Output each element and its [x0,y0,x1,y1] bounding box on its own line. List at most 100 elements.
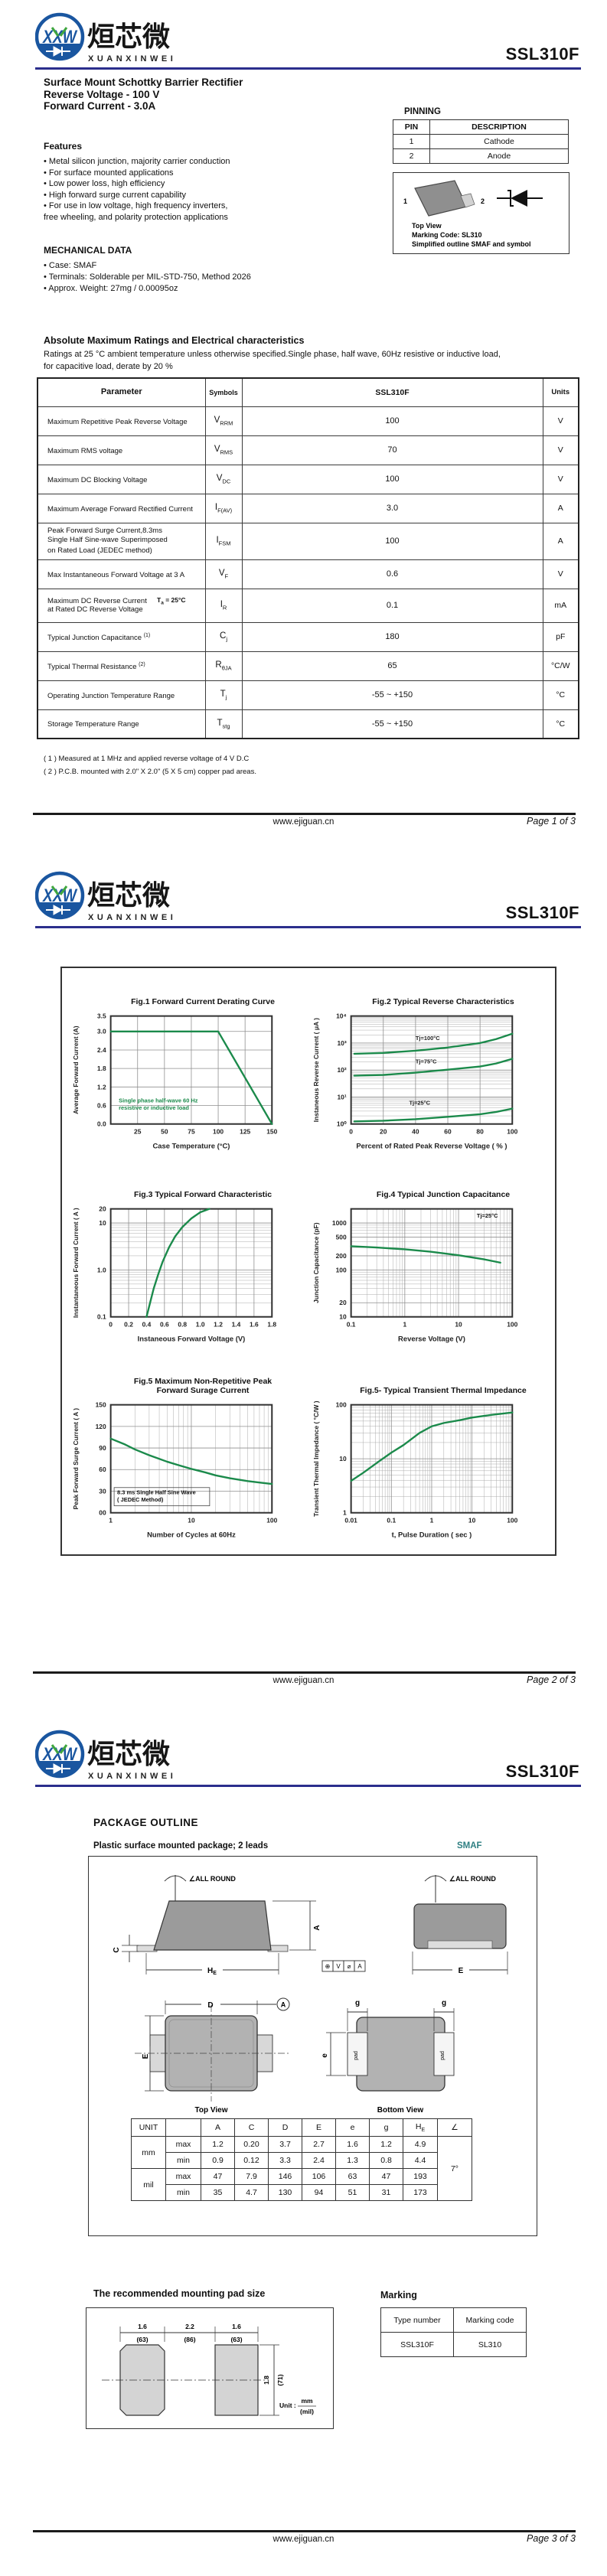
svg-text:3.5: 3.5 [97,1012,106,1020]
pin2-label: 2 [481,197,485,205]
logo-diode-icon [46,46,70,57]
svg-text:0: 0 [349,1128,353,1136]
svg-text:120: 120 [96,1423,106,1430]
svg-text:1.2: 1.2 [97,1083,106,1091]
package-caption-2: Marking Code: SL310 [412,231,482,239]
pad-unit-top: mm [301,2397,313,2405]
ratings-row: Maximum RMS voltage VRMS 70 V [37,435,579,465]
pad-dim-h-mil: (71) [276,2374,284,2385]
svg-text:1.4: 1.4 [232,1321,241,1329]
brand-english: XUANXINWEI [88,54,176,64]
svg-text:75: 75 [188,1128,195,1136]
ratings-row: Maximum Average Forward Rectified Curren… [37,493,579,523]
feature-item: • Low power loss, high efficiency [44,179,165,188]
dim-D-label: D [207,2001,213,2010]
mounting-pad-drawing: 1.6 (63) 2.2 (86) 1.6 (63) 1.8 (71) Unit… [102,2323,316,2416]
brand-logo: XXW 烜芯微 XUANXINWEI [35,1730,173,1781]
pinning-table: PIN DESCRIPTION 1 Cathode 2 Anode [393,119,569,164]
svg-text:t, Pulse Duration ( sec ): t, Pulse Duration ( sec ) [392,1530,472,1538]
fig5-plot: 1 10 100 00 30 60 90 120 150 8.3 ms Single Half S… [72,1401,278,1539]
pinning-heading: PINNING [404,107,441,116]
footer-rule [33,1671,576,1674]
fig4-title: Fig.4 Typical Junction Capacitance [376,1190,511,1199]
package-top-bottom-drawing: D A E Top View pad pad g [135,1997,455,2115]
fig5-title: Fig.5 Maximum Non-Repetitive Peak Forwar… [133,1377,272,1395]
part-number: SSL310F [505,903,579,922]
package-name-label: SMAF [457,1841,482,1850]
svg-text:25: 25 [134,1128,142,1136]
svg-text:1.8: 1.8 [97,1065,106,1072]
svg-text:1.8: 1.8 [267,1321,276,1329]
svg-text:⌀: ⌀ [348,1963,351,1970]
svg-text:Number of Cycles at 60Hz: Number of Cycles at 60Hz [147,1530,236,1538]
svg-text:1: 1 [109,1517,113,1524]
fig4-cell: Fig.4 Typical Junction Capacitance 0.1 1 1… [308,1176,546,1367]
svg-text:0: 0 [109,1321,113,1329]
fig2-title: Fig.2 Typical Reverse Characteristics [372,997,514,1006]
header-rule [35,1785,581,1787]
fig2-plot: 0 20 40 60 80 100 10⁰ 10¹ 10² 10³ 10⁴ Tj=100°C Tj=75… [312,1012,518,1150]
svg-text:Instantaneous Forward Current: Instantaneous Forward Current ( A ) [72,1208,80,1318]
svg-text:60: 60 [444,1128,452,1136]
footer-website: www.ejiguan.cn [272,1676,335,1685]
brand-chinese: 烜芯微 [87,1738,170,1769]
svg-text:1.0: 1.0 [97,1266,106,1273]
svg-text:10⁴: 10⁴ [336,1012,347,1020]
svg-text:⊕: ⊕ [325,1963,331,1970]
dim-g-label: g [442,1999,446,2007]
svg-text:100: 100 [213,1128,224,1136]
svg-text:Single phase half-wave 60 Hz: Single phase half-wave 60 Hz [119,1097,198,1104]
footer-rule [33,813,576,815]
brand-chinese: 烜芯微 [87,21,170,52]
ratings-footnotes: ( 1 ) Measured at 1 MHz and applied reve… [44,753,256,778]
feature-item: • Metal silicon junction, majority carri… [44,157,230,166]
svg-text:Tj=25°C: Tj=25°C [409,1099,430,1106]
ratings-row: Typical Thermal Resistance (2) RθJA 65 °… [37,651,579,681]
page-1: XXW 烜芯微 XUANXINWEI SSL310F Surface Mount… [0,0,607,859]
pad-label: pad [440,2051,445,2060]
top-view-caption: Top View [195,2106,228,2115]
svg-text:Reverse Voltage (V): Reverse Voltage (V) [398,1334,465,1342]
svg-text:Instaneous Forward Voltage (V): Instaneous Forward Voltage (V) [138,1334,246,1342]
pinning-row: 1 Cathode [393,134,569,149]
pad-dim-h: 1.8 [263,2375,270,2385]
package-body [414,180,468,217]
footer-rule [33,2530,576,2532]
ratings-row: Peak Forward Surge Current,8.3ms Single … [37,522,579,560]
brand-chinese: 烜芯微 [87,879,170,911]
ratings-row: Maximum DC Reverse Current at Rated DC R… [37,588,579,623]
fig5-cell: Fig.5 Maximum Non-Repetitive Peak Forwar… [68,1372,305,1563]
pad-right [433,2032,455,2076]
pad-dim-gap-mil: (86) [184,2336,195,2343]
dim-e-label: e [321,2053,329,2058]
dim-E-label: E [459,1967,464,1975]
header-rule [35,926,581,928]
svg-text:Transient Thermal Impedance (: Transient Thermal Impedance ( °C/W ) [312,1400,320,1517]
mechanical-item: • Approx. Weight: 27mg / 0.00095oz [44,284,178,293]
svg-text:0.01: 0.01 [344,1517,357,1524]
svg-text:0.1: 0.1 [347,1321,356,1329]
svg-text:0.0: 0.0 [97,1120,106,1128]
logo-diode-icon [46,1763,70,1774]
logo-green-accent [51,27,68,37]
svg-text:20: 20 [380,1128,387,1136]
dimension-row-mm-max: mm max 1.2 0.20 3.7 2.7 1.6 1.2 4.9 7° [131,2136,472,2201]
marking-heading: Marking [380,2290,417,2300]
characteristics-charts-box: Fig.1 Forward Current Derating Curve 25 5… [60,967,556,1556]
svg-text:20: 20 [339,1299,347,1306]
ratings-intro: Ratings at 25 °C ambient temperature unl… [44,350,501,371]
mechanical-section: MECHANICAL DATA • Case: SMAF • Terminals… [44,245,365,295]
mechanical-item: • Terminals: Solderable per MIL-STD-750,… [44,272,251,282]
marking-row: SSL310F SL310 [380,2332,527,2357]
dimension-table: UNIT A C D E e g HE ∠ mm max 1.2 0.20 3.… [131,2118,472,2201]
datum-circle [276,1997,290,2011]
feature-control-frame: ⊕ V ⌀ A [321,1960,366,1972]
footer-page-number: Page 1 of 3 [527,816,576,827]
fig3-title: Fig.3 Typical Forward Characteristic [133,1190,272,1199]
feature-item: • For surface mounted applications [44,168,174,178]
mechanical-heading: MECHANICAL DATA [44,245,132,256]
svg-text:0.1: 0.1 [97,1313,106,1321]
svg-text:A: A [357,1963,362,1970]
svg-text:Tj=100°C: Tj=100°C [416,1035,440,1042]
